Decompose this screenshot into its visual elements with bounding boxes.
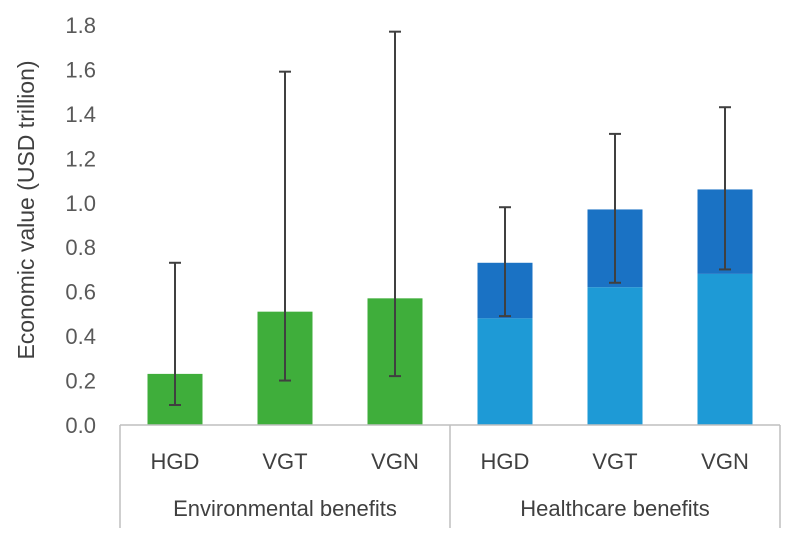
group-label: Healthcare benefits (520, 496, 710, 521)
category-label: HGD (151, 449, 200, 474)
bars (147, 189, 753, 425)
category-label: VGT (262, 449, 307, 474)
group-label: Environmental benefits (173, 496, 397, 521)
bar-segment (697, 273, 753, 425)
category-label: VGT (592, 449, 637, 474)
category-label: VGN (701, 449, 749, 474)
y-tick-label: 0.2 (65, 369, 96, 394)
error-bars (169, 30, 731, 406)
y-tick-label: 0.0 (65, 413, 96, 438)
y-tick-label: 1.6 (65, 57, 96, 82)
y-tick-label: 0.8 (65, 235, 96, 260)
bar-segment (477, 318, 533, 425)
y-tick-label: 1.0 (65, 191, 96, 216)
y-axis: 0.0 0.2 0.4 0.6 0.8 1.0 1.2 1.4 1.6 1.8 (65, 13, 96, 438)
y-tick-label: 1.4 (65, 102, 96, 127)
category-label: VGN (371, 449, 419, 474)
y-tick-label: 1.8 (65, 13, 96, 38)
y-tick-label: 0.6 (65, 280, 96, 305)
y-axis-title: Economic value (USD trillion) (13, 60, 39, 359)
category-label: HGD (481, 449, 530, 474)
y-tick-label: 1.2 (65, 146, 96, 171)
y-tick-label: 0.4 (65, 324, 96, 349)
x-axis: HGD VGT VGN Environmental benefits HGD VGT VGN… (119, 424, 781, 528)
bar-segment (587, 287, 643, 425)
